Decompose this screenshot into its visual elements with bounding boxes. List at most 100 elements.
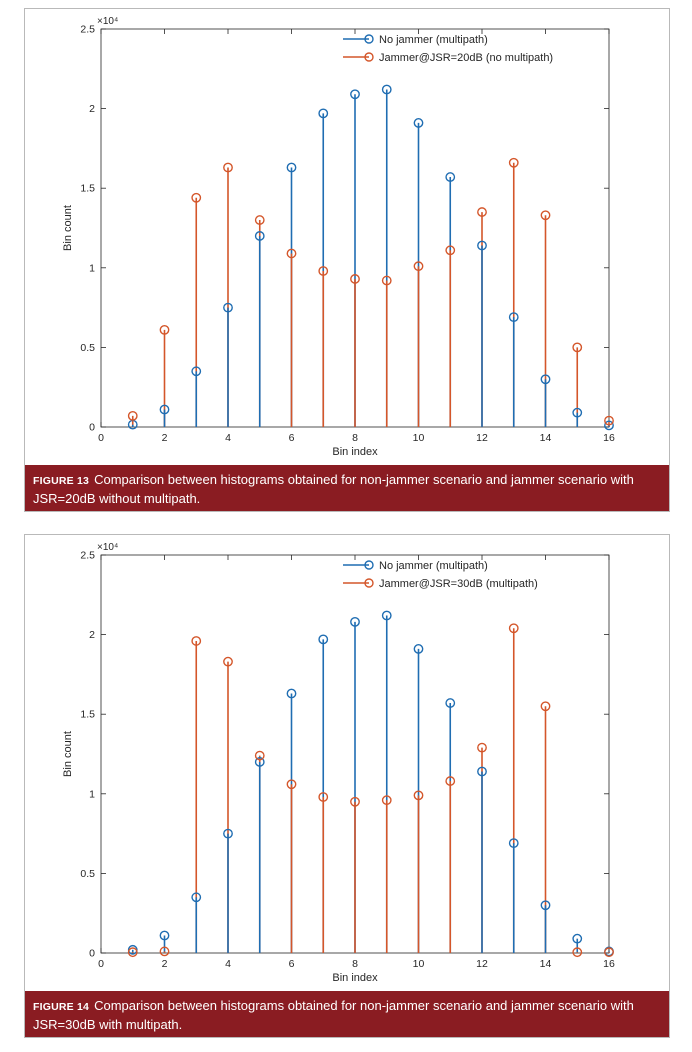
stem-marker: [286, 248, 297, 259]
stem-marker: [350, 274, 360, 284]
stem-marker: [572, 342, 583, 353]
y-exponent-label: ×10⁴: [97, 542, 118, 553]
stem-marker: [350, 616, 360, 627]
y-exponent-label: ×10⁴: [97, 16, 118, 27]
stem-marker: [254, 215, 265, 225]
legend-swatch-marker: [364, 34, 374, 44]
stem-marker: [350, 796, 360, 807]
stem-marker: [477, 766, 487, 777]
stem-marker: [604, 415, 614, 426]
stem-marker: [508, 157, 519, 168]
legend-entry: No jammer (multipath): [379, 560, 488, 572]
x-tick-label: 0: [98, 958, 104, 970]
stem-marker: [318, 108, 329, 119]
stem-marker: [286, 688, 297, 699]
stem-marker: [254, 750, 265, 761]
stem-marker: [381, 795, 392, 806]
stem-marker: [381, 610, 392, 621]
figure-caption: FIGURE 13 Comparison between histograms o…: [25, 465, 669, 511]
stem-marker: [159, 946, 170, 957]
stem-marker: [159, 930, 170, 941]
x-tick-label: 2: [162, 432, 168, 444]
stem-marker: [540, 900, 551, 911]
y-tick-label: 2.5: [80, 24, 95, 36]
stem-marker: [413, 261, 424, 272]
legend-swatch-marker: [364, 560, 374, 570]
x-tick-label: 4: [225, 958, 231, 970]
stem-marker: [381, 84, 392, 95]
stem-marker: [159, 324, 170, 335]
x-axis-label: Bin index: [332, 972, 378, 984]
y-tick-label: 2: [89, 629, 95, 641]
stem-marker: [318, 634, 329, 645]
legend-swatch-marker: [364, 578, 374, 588]
x-tick-label: 6: [289, 432, 295, 444]
stem-marker: [445, 172, 456, 182]
caption-label: FIGURE 13: [33, 475, 90, 487]
stem-marker: [318, 266, 329, 276]
stem-marker: [381, 275, 392, 286]
x-tick-label: 0: [98, 432, 104, 444]
stem-chart-13: 0 0.5 1 1.5 2 2.5 0 2 4 6 8 10 12 14 16 ×10⁴ Bin index Bi…: [62, 16, 615, 458]
legend-entry: Jammer@JSR=20dB (no multipath): [379, 52, 553, 64]
x-tick-label: 2: [162, 958, 168, 970]
stem-marker: [445, 698, 456, 708]
x-tick-label: 14: [540, 432, 552, 444]
stem-marker: [159, 404, 170, 415]
stem-marker: [508, 623, 519, 634]
y-tick-label: 0.5: [80, 342, 95, 354]
y-tick-label: 0: [89, 422, 95, 434]
x-axis-label: Bin index: [332, 446, 378, 458]
y-tick-label: 2: [89, 103, 95, 115]
stem-marker: [191, 366, 202, 377]
stem-marker: [477, 207, 487, 217]
y-tick-label: 1: [89, 788, 95, 800]
x-tick-label: 10: [413, 432, 425, 444]
stem-marker: [223, 828, 233, 839]
stem-marker: [318, 792, 329, 802]
legend-swatch-marker: [364, 52, 374, 62]
stem-marker: [286, 162, 297, 173]
legend-entry: No jammer (multipath): [379, 34, 488, 46]
x-tick-label: 8: [352, 958, 358, 970]
y-axis-label: Bin count: [62, 205, 74, 251]
caption-text: Comparison between histograms obtained f…: [33, 998, 634, 1032]
stem-marker: [191, 636, 202, 646]
stem-marker: [127, 410, 138, 421]
stem-marker: [413, 790, 424, 801]
stem-marker: [604, 947, 614, 958]
stem-marker: [508, 838, 519, 849]
stem-marker: [540, 374, 551, 385]
stem-chart-14: 0 0.5 1 1.5 2 2.5 0 2 4 6 8 10 12 14 16 ×10⁴ Bin index Bi…: [62, 542, 615, 984]
caption-label: FIGURE 14: [33, 1001, 90, 1013]
stem-marker: [286, 779, 297, 790]
stem-marker: [350, 89, 360, 100]
stem-marker: [191, 192, 202, 203]
x-tick-label: 12: [476, 432, 488, 444]
stem-marker: [254, 231, 265, 241]
figure-13: 0 0.5 1 1.5 2 2.5 0 2 4 6 8 10 12 14 16 ×10⁴ Bin index Bi…: [24, 8, 670, 512]
stem-marker: [413, 644, 424, 654]
x-tick-label: 16: [603, 432, 615, 444]
stem-marker: [445, 245, 456, 256]
x-tick-label: 8: [352, 432, 358, 444]
x-tick-label: 10: [413, 958, 425, 970]
stem-marker: [572, 407, 583, 418]
stem-marker: [191, 892, 202, 903]
caption-text: Comparison between histograms obtained f…: [33, 472, 634, 506]
x-tick-label: 12: [476, 958, 488, 970]
stem-marker: [223, 656, 233, 667]
y-tick-label: 1: [89, 262, 95, 274]
y-axis-label: Bin count: [62, 731, 74, 777]
y-tick-label: 2.5: [80, 550, 95, 562]
y-tick-label: 1.5: [80, 709, 95, 721]
y-tick-label: 1.5: [80, 183, 95, 195]
legend-entry: Jammer@JSR=30dB (multipath): [379, 578, 538, 590]
stem-marker: [508, 312, 519, 323]
x-tick-label: 16: [603, 958, 615, 970]
stem-marker: [540, 701, 551, 712]
stem-marker: [223, 162, 233, 173]
y-tick-label: 0: [89, 948, 95, 960]
stem-marker: [572, 933, 583, 944]
stem-marker: [254, 757, 265, 767]
